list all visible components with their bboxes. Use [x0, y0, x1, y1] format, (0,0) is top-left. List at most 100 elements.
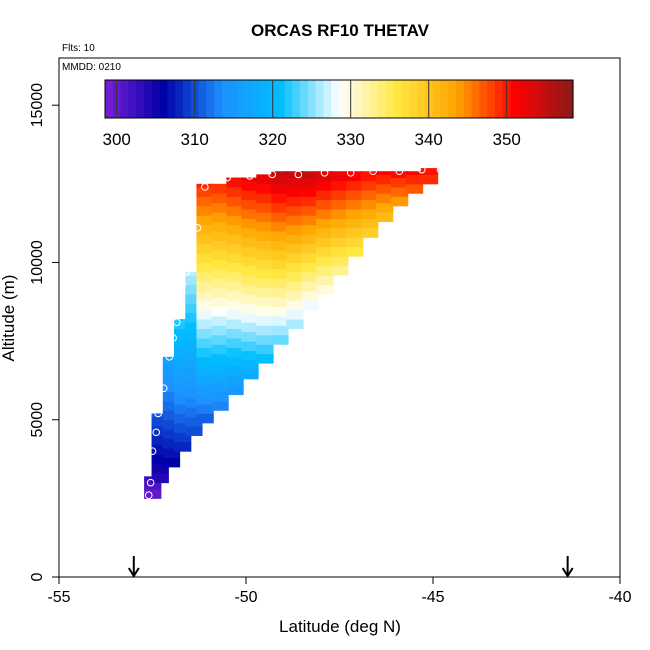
heatmap-cell	[185, 416, 203, 427]
heatmap-cell	[271, 171, 289, 175]
heatmap-cell	[185, 293, 203, 304]
heatmap-cell	[286, 224, 304, 235]
heatmap-cell	[256, 287, 274, 298]
heatmap-cell	[162, 438, 181, 449]
heatmap-cell	[162, 429, 181, 440]
heatmap-cell	[241, 199, 259, 210]
flight-track-point	[159, 384, 168, 393]
colorbar-segment	[463, 80, 473, 118]
heatmap-cell	[196, 262, 214, 273]
heatmap-cell	[185, 303, 203, 314]
heatmap-cell	[185, 369, 203, 380]
heatmap-cell	[226, 356, 244, 367]
heatmap-cell	[211, 268, 229, 279]
heatmap-cell	[361, 190, 379, 201]
heatmap-cell	[241, 190, 259, 201]
heatmap-cell	[174, 404, 192, 414]
heatmap-cell	[346, 171, 364, 182]
x-tick-label: -55	[47, 589, 70, 606]
heatmap-cell	[375, 174, 394, 185]
heatmap-cell	[196, 319, 214, 330]
flight-track-point	[154, 409, 162, 418]
heatmap-cell	[196, 271, 214, 282]
heatmap-cell	[286, 262, 304, 273]
heatmap-cell	[301, 171, 319, 179]
colorbar-segment	[261, 80, 270, 118]
heatmap-cell	[256, 212, 274, 223]
heatmap-cell	[271, 268, 289, 279]
heatmap-cell	[256, 278, 274, 289]
heatmap-cell	[185, 397, 203, 408]
colorbar-segment	[300, 80, 309, 118]
colorbar-segment	[354, 80, 363, 118]
heatmap-cell	[361, 180, 379, 191]
colorbar-segment	[385, 80, 395, 118]
colorbar-segment	[534, 80, 543, 118]
heatmap-cell	[301, 205, 319, 216]
heatmap-cell	[185, 284, 203, 295]
heatmap-cell	[196, 394, 214, 405]
heatmap-cell	[301, 271, 319, 282]
heatmap-cell	[226, 290, 244, 301]
heatmap-cell	[211, 287, 229, 298]
heatmap-cell	[316, 237, 334, 248]
heatmap-cell	[211, 344, 229, 355]
heatmap-cell	[211, 183, 229, 194]
heatmap-cell	[226, 262, 244, 273]
heatmap-cell	[316, 218, 334, 229]
heatmap-cell	[196, 328, 214, 339]
heatmap-cell	[185, 322, 203, 333]
heatmap-cell	[174, 385, 192, 396]
heatmap-cell	[211, 202, 229, 213]
heatmap-cell	[256, 193, 274, 204]
colorbar-tick-label: 300	[103, 130, 131, 149]
flight-track-point	[148, 447, 157, 455]
heatmap-cell	[241, 208, 259, 219]
colorbar-segment	[151, 80, 161, 118]
heatmap-cell	[286, 309, 304, 320]
heatmap-cell	[241, 180, 259, 191]
flights-annotation: Flts: 10	[62, 43, 95, 54]
heatmap-cell	[301, 300, 319, 311]
heatmap-cell	[174, 394, 192, 405]
heatmap-cell	[241, 312, 259, 323]
colorbar-segment	[253, 80, 262, 118]
colorbar-segment	[276, 80, 285, 118]
heatmap-cell	[271, 212, 289, 223]
heatmap-cell	[211, 278, 229, 289]
heatmap-cell	[286, 215, 304, 226]
heatmap-cell	[241, 293, 259, 304]
heatmap-cell	[226, 300, 244, 311]
heatmap-cell	[271, 287, 289, 298]
colorbar-segment	[105, 80, 114, 118]
flight-track-point	[346, 169, 355, 177]
heatmap-cell	[174, 356, 192, 367]
heatmap-cell	[286, 300, 304, 311]
heatmap-cell	[286, 243, 304, 254]
heatmap-cell	[174, 432, 192, 443]
heatmap-cell	[361, 218, 379, 229]
colorbar-segment	[487, 80, 496, 118]
heatmap-cell	[174, 328, 192, 339]
x-tick-label: -40	[608, 589, 631, 606]
heatmap-cell	[196, 224, 214, 235]
heatmap-cell	[256, 221, 274, 232]
colorbar-segment	[432, 80, 441, 118]
heatmap-cell	[211, 221, 229, 232]
heatmap-cell	[271, 259, 289, 270]
heatmap-cell	[346, 199, 364, 210]
heatmap-cell	[211, 249, 229, 260]
heatmap-cell	[390, 196, 409, 207]
y-tick-label: 15000	[29, 83, 46, 128]
colorbar-segment	[393, 80, 402, 118]
heatmap-cell	[256, 325, 274, 336]
heatmap-cell	[226, 319, 244, 330]
heatmap-cell	[196, 309, 214, 320]
heatmap-cell	[241, 284, 259, 295]
y-axis-label: Altitude (m)	[0, 275, 18, 362]
colorbar-segment	[167, 80, 176, 118]
heatmap-cell	[211, 212, 229, 223]
heatmap-cell	[211, 240, 229, 251]
x-axis-label: Latitude (deg N)	[279, 617, 401, 636]
heatmap-cell	[241, 246, 259, 257]
